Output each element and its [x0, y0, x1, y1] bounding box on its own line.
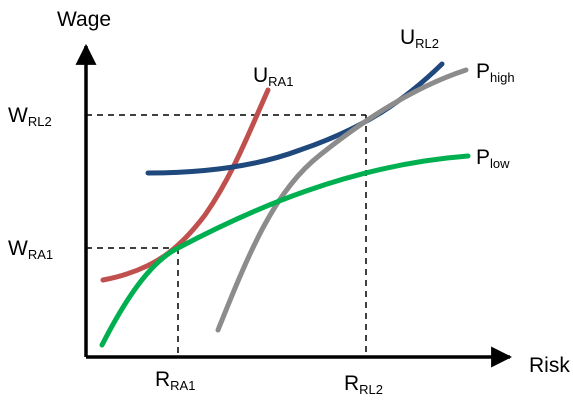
curve-u-rl2 [145, 61, 445, 176]
label-u-ra1: URA1 [253, 64, 293, 89]
curve-u-ra1 [100, 87, 271, 283]
label-u-rl2: URL2 [400, 26, 439, 51]
guide-lines [86, 114, 367, 357]
label-p-high: Phigh [476, 60, 515, 85]
curve-p-high [215, 67, 469, 333]
label-p-low: Plow [476, 146, 510, 171]
y-axis-label: Wage [57, 8, 111, 31]
x-axis-label: Risk [529, 354, 570, 377]
tick-r-ra1: RRA1 [155, 368, 195, 393]
curves [99, 61, 471, 348]
tick-w-rl2: WRL2 [8, 104, 52, 129]
axes [75, 43, 513, 368]
tick-w-ra1: WRA1 [8, 237, 53, 262]
curve-p-low [99, 153, 471, 348]
tick-r-rl2: RRL2 [344, 372, 383, 397]
